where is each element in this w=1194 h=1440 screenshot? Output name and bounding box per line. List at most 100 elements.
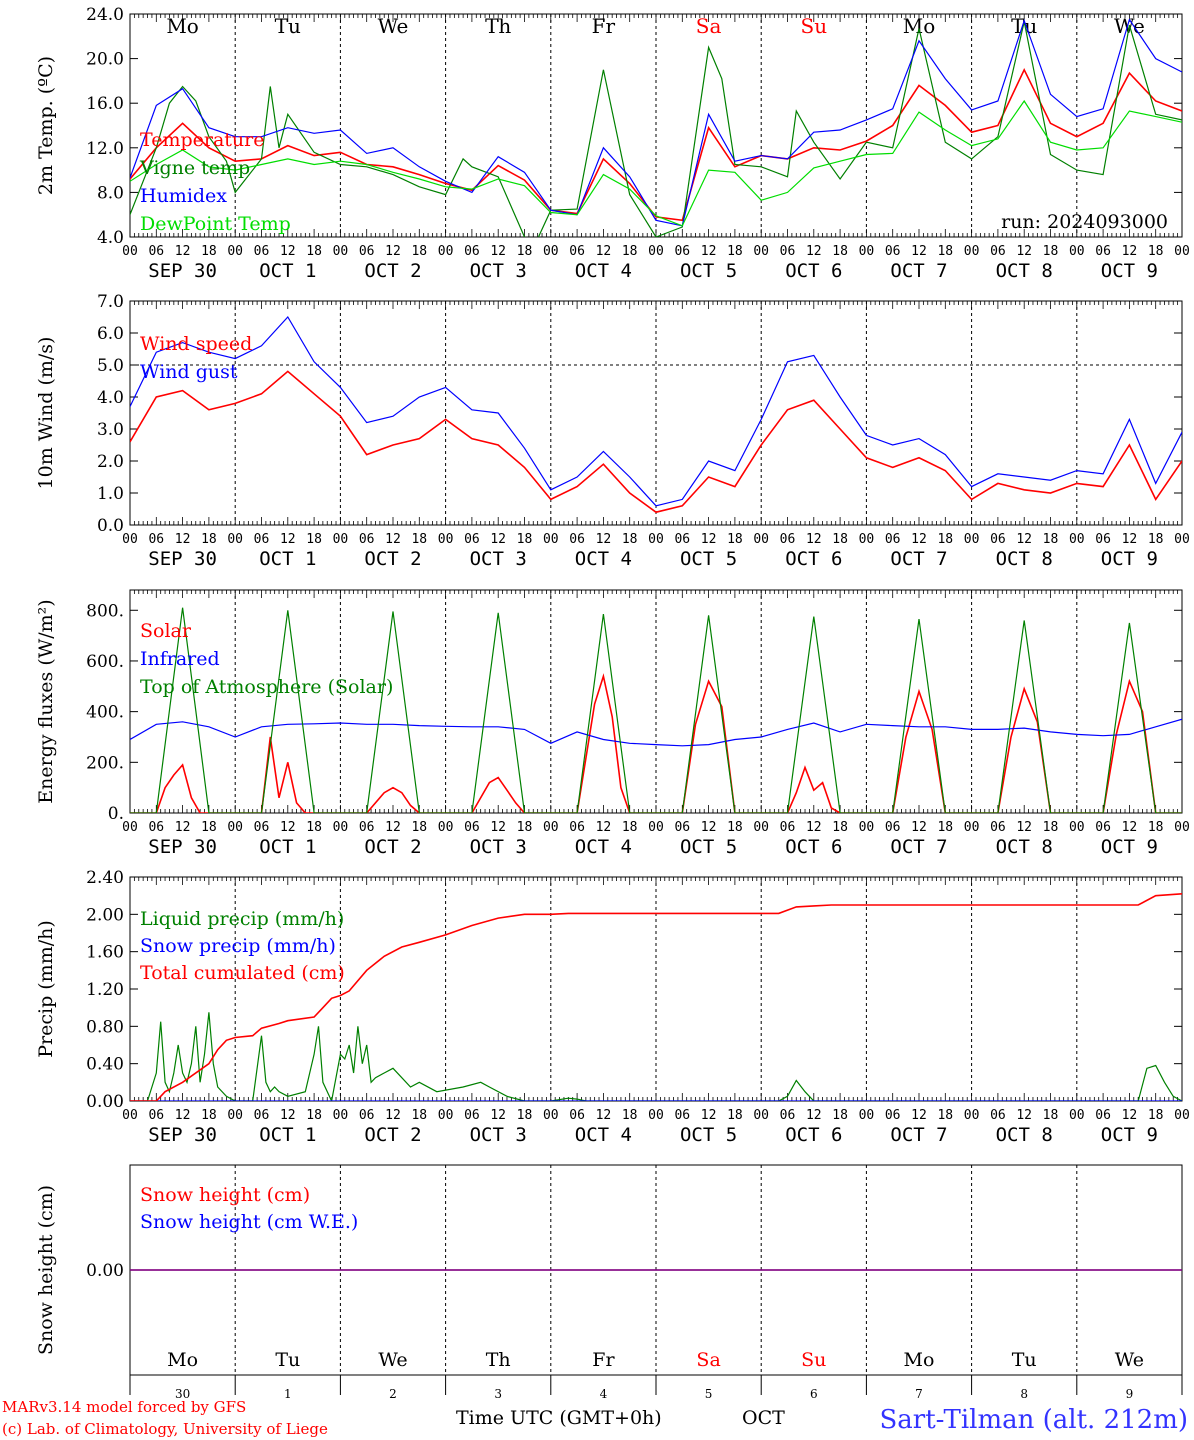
y-tick-label: 1.0 [97,484,124,504]
x-hour-label: 06 [254,820,270,835]
x-hour-label: 12 [596,820,612,835]
x-date-label: OCT 1 [259,260,316,282]
y-tick-label: 600. [86,652,124,672]
day-number-label: 9 [1126,1387,1134,1401]
x-hour-label: 12 [701,532,717,547]
legend-entry: Humidex [140,185,227,207]
x-hour-label: 12 [175,820,191,835]
x-hour-label: 12 [596,1108,612,1123]
x-hour-label: 12 [175,1108,191,1123]
x-hour-label: 00 [859,820,875,835]
x-date-label: OCT 5 [680,548,737,570]
x-date-label: OCT 3 [470,1124,527,1146]
x-hour-label: 18 [622,244,638,259]
y-tick-label: 16.0 [86,94,124,114]
series-line-vigne-temp [130,21,1182,237]
y-tick-label: 0.40 [86,1055,124,1075]
x-hour-label: 12 [1122,244,1138,259]
x-hour-label: 06 [359,244,375,259]
x-date-label: SEP 30 [148,836,217,858]
day-name-label: We [378,1349,407,1371]
x-hour-label: 06 [885,1108,901,1123]
x-hour-label: 00 [753,1108,769,1123]
day-name-label: Sa [696,1349,720,1371]
x-hour-label: 06 [674,244,690,259]
y-tick-label: 4.0 [97,388,124,408]
x-hour-label: 00 [753,244,769,259]
x-hour-label: 06 [780,244,796,259]
series-line-solar [130,673,1182,813]
legend-entry: Solar [140,620,192,642]
x-hour-label: 12 [1016,820,1032,835]
series-line-wind-speed [130,370,1182,514]
x-date-label: SEP 30 [148,260,217,282]
y-axis-title: Energy fluxes (W/m²) [35,599,57,803]
y-tick-label: 5.0 [97,356,124,376]
series-line-top-of-atmosphere-solar- [130,607,1182,813]
panel-energy: 0. 200. 400. 600. 800. 00 06 12 18 00 06 12 18 00 06 12… [35,589,1190,858]
x-hour-label: 00 [227,1108,243,1123]
x-hour-label: 18 [727,1108,743,1123]
day-number-label: 6 [810,1387,818,1401]
x-hour-label: 12 [490,244,506,259]
x-hour-label: 18 [517,820,533,835]
day-name-label: Tu [275,14,301,38]
x-hour-label: 06 [1095,244,1111,259]
series-line-wind-gust [130,315,1182,507]
x-hour-label: 18 [201,1108,217,1123]
x-hour-label: 06 [359,532,375,547]
day-name-label: Tu [275,1349,300,1371]
legend-entry: Vigne temp [139,157,250,179]
x-hour-label: 18 [306,532,322,547]
x-hour-label: 06 [1095,532,1111,547]
x-date-label: OCT 5 [680,836,737,858]
x-hour-label: 12 [490,820,506,835]
x-hour-label: 00 [1069,532,1085,547]
x-hour-label: 06 [569,244,585,259]
y-tick-label: 4.0 [97,228,124,248]
station-name: Sart-Tilman (alt. 212m) [879,1405,1188,1435]
x-date-label: OCT 2 [364,260,421,282]
x-hour-label: 18 [727,244,743,259]
x-date-label: OCT 1 [259,836,316,858]
x-hour-label: 18 [306,1108,322,1123]
x-hour-label: 00 [333,820,349,835]
legend-entry: Snow precip (mm/h) [140,935,336,957]
footer-lab: (c) Lab. of Climatology, University of L… [2,1420,328,1438]
day-number-label: 30 [175,1387,190,1401]
y-tick-label: 0. [108,804,124,824]
x-date-label: OCT 8 [996,1124,1053,1146]
x-hour-label: 12 [701,244,717,259]
series-line-dewpoint-temp [130,99,1182,227]
x-hour-label: 06 [148,820,164,835]
legend-entry: Snow height (cm) [140,1184,310,1206]
x-hour-label: 18 [306,244,322,259]
x-date-label: OCT 4 [575,260,632,282]
day-name-label: Fr [592,1349,615,1371]
x-hour-label: 00 [227,532,243,547]
x-hour-label: 00 [543,820,559,835]
x-hour-label: 06 [148,1108,164,1123]
x-hour-label: 00 [648,820,664,835]
x-hour-label: 18 [306,820,322,835]
x-hour-label: 00 [438,244,454,259]
x-hour-label: 12 [701,820,717,835]
y-axis-title: Precip (mm/h) [35,920,57,1058]
panel-wind: 0.0 1.0 2.0 3.0 4.0 5.0 6.0 7.0 00 06 12 18 00 06 12 18… [35,292,1190,570]
day-name-label: Th [486,1349,511,1371]
day-name-label: Th [485,14,511,38]
x-date-label: OCT 4 [575,548,632,570]
legend-entry: Top of Atmosphere (Solar) [140,676,393,698]
x-hour-label: 12 [1122,820,1138,835]
x-hour-label: 12 [1016,244,1032,259]
x-hour-label: 12 [596,244,612,259]
day-name-label: Su [801,1349,826,1371]
x-date-label: SEP 30 [148,1124,217,1146]
x-date-label: OCT 8 [996,260,1053,282]
x-hour-label: 12 [1016,532,1032,547]
x-hour-label: 06 [254,532,270,547]
footer-time-label: Time UTC (GMT+0h) [456,1407,662,1429]
x-hour-label: 00 [648,1108,664,1123]
x-date-label: SEP 30 [148,548,217,570]
